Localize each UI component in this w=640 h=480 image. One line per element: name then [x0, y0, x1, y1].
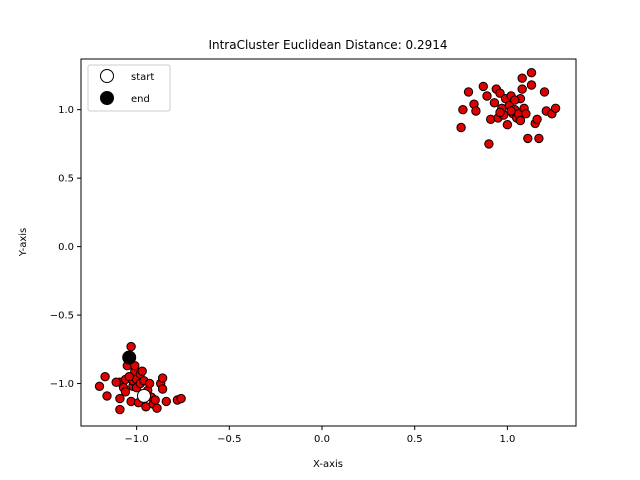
data-point: [152, 403, 162, 413]
y-axis-label: Y-axis: [18, 228, 29, 258]
data-point: [100, 372, 110, 382]
data-point: [515, 115, 526, 126]
chart-title: IntraCluster Euclidean Distance: 0.2914: [208, 38, 447, 52]
y-tick-label: −0.5: [50, 311, 74, 322]
legend: start end: [87, 64, 171, 112]
data-point: [532, 114, 542, 125]
legend-marker-start: [100, 69, 114, 83]
start-marker: [137, 388, 151, 403]
data-point: [463, 87, 474, 97]
y-tick-label: −1.0: [50, 379, 74, 390]
data-point: [111, 377, 121, 387]
data-point: [495, 107, 505, 118]
x-tick-label: 1.0: [499, 434, 515, 445]
y-tick-label: 1.0: [58, 105, 74, 116]
plot-frame: [80, 58, 577, 427]
data-point: [157, 373, 168, 383]
data-point: [120, 387, 131, 397]
data-point: [144, 378, 155, 389]
data-point: [478, 81, 488, 92]
data-point: [484, 139, 494, 149]
data-point: [456, 122, 466, 133]
x-tick-label: −0.5: [217, 434, 241, 445]
data-point: [126, 341, 136, 352]
data-point: [523, 133, 533, 144]
data-point: [526, 80, 537, 90]
data-point: [526, 68, 537, 78]
x-tick-label: 0.0: [314, 434, 330, 445]
end-marker: [122, 350, 137, 365]
data-point: [534, 133, 544, 144]
legend-label-end: end: [131, 94, 150, 105]
data-point: [517, 84, 527, 94]
data-point: [482, 91, 492, 101]
data-point: [115, 404, 125, 415]
data-point: [157, 384, 168, 394]
y-tick-label: 0.0: [58, 242, 74, 253]
data-point: [510, 95, 520, 105]
x-tick-label: 0.5: [407, 434, 423, 445]
x-axis-label: X-axis: [313, 459, 343, 470]
data-point: [94, 381, 105, 391]
data-point: [506, 106, 516, 116]
legend-marker-end: [100, 91, 114, 105]
data-point: [161, 396, 172, 407]
data-point: [502, 120, 513, 130]
data-point: [458, 105, 468, 115]
data-point: [539, 87, 550, 97]
data-point: [517, 73, 527, 83]
data-point: [102, 391, 112, 401]
data-point: [150, 395, 160, 405]
y-tick-label: 0.5: [58, 174, 74, 185]
data-point: [471, 106, 481, 116]
data-point: [137, 366, 147, 376]
data-point: [550, 103, 561, 114]
axes-layer: −1.0 −0.5 0.0 0.5 1.0 −1.0 −0.5 0.0 0.5 1.0: [50, 58, 577, 445]
data-point: [489, 98, 500, 108]
x-tick-label: −1.0: [124, 434, 148, 445]
points-layer: [94, 68, 561, 415]
data-point: [115, 393, 125, 404]
data-point: [176, 393, 186, 404]
data-point: [521, 109, 531, 119]
data-point: [495, 88, 505, 98]
data-point: [124, 372, 134, 382]
legend-box: [87, 64, 171, 112]
legend-label-start: start: [131, 72, 154, 83]
